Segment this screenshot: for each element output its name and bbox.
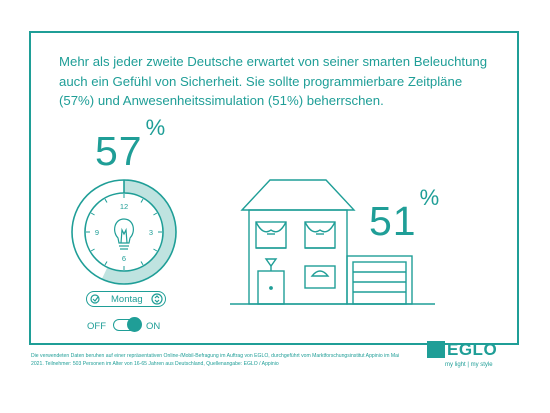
clock-number-12: 12	[120, 202, 128, 211]
eglo-logo-icon	[427, 341, 445, 358]
clock-tick	[153, 212, 158, 216]
toggle-knob[interactable]	[127, 317, 142, 332]
toggle-on-label: ON	[146, 321, 161, 332]
stat-schedule-percent: 57%	[95, 115, 167, 174]
clock-number-9: 9	[95, 228, 99, 237]
clock-tick	[90, 248, 95, 252]
clock-tick	[140, 198, 144, 203]
day-select[interactable]: Montag	[86, 291, 166, 307]
clock-tick	[140, 261, 144, 266]
clock-tick	[104, 198, 108, 203]
clock-icon: 12 3 6 9	[71, 179, 177, 285]
day-select-value: Montag	[111, 294, 143, 305]
clock-number-3: 3	[149, 228, 153, 237]
house-icon	[230, 179, 435, 305]
brand-name: EGLO	[447, 340, 498, 359]
footnote: Die verwendeten Daten beruhen auf einer …	[31, 353, 400, 367]
headline-text: Mehr als jeder zweite Deutsche erwartet …	[59, 54, 488, 108]
clock-tick	[104, 261, 108, 266]
clock-number-6: 6	[122, 254, 126, 263]
content-frame	[29, 31, 519, 345]
lightbulb-icon	[114, 218, 134, 250]
clock-tick	[90, 212, 95, 216]
clock-tick	[153, 248, 158, 252]
brand-tagline: my light | my style	[445, 362, 493, 368]
toggle-off-label: OFF	[87, 321, 106, 332]
stat-presence-percent: 51%	[369, 185, 441, 244]
